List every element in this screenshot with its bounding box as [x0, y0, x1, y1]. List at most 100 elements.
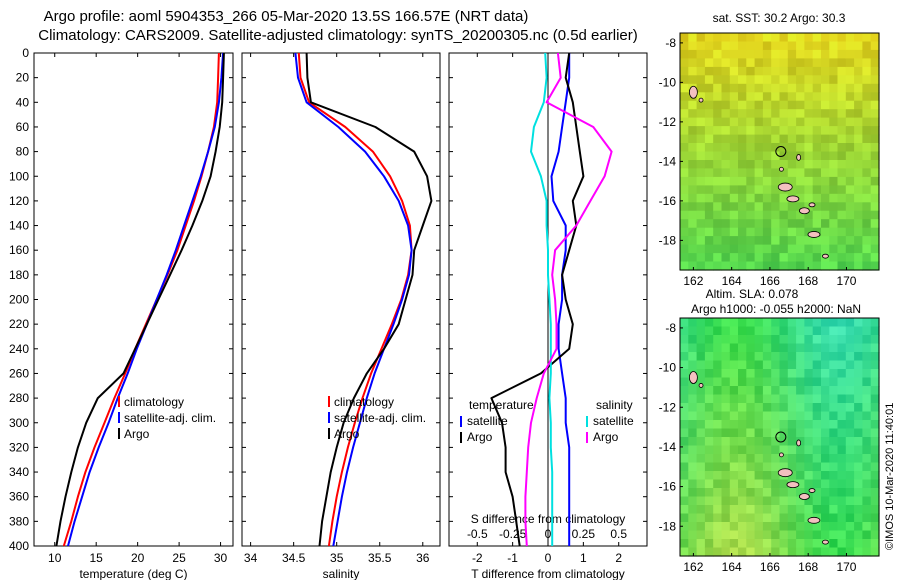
map-cell: [771, 530, 781, 540]
map-cell: [779, 134, 789, 144]
map-cell: [771, 202, 781, 212]
map-cell: [821, 75, 830, 85]
map-cell: [721, 326, 731, 336]
map-cell: [762, 335, 772, 345]
map-cell: [696, 428, 706, 438]
legend-swatch: [586, 416, 588, 427]
map-cell: [746, 343, 756, 353]
x-tick-label: 2: [615, 551, 622, 565]
map-cell: [870, 210, 880, 220]
map-cell: [779, 539, 789, 549]
map-cell: [729, 522, 739, 532]
map-cell: [845, 83, 855, 93]
map-cell: [738, 411, 747, 421]
map-cell: [696, 126, 706, 136]
map-cell: [796, 522, 805, 532]
map-cell: [713, 227, 723, 237]
map-cell: [821, 143, 830, 153]
map-cell: [862, 428, 872, 438]
map-cell: [829, 160, 839, 170]
map-cell: [754, 335, 764, 345]
map-cell: [729, 530, 739, 540]
lat-tick-label: -8: [665, 321, 676, 335]
map-cell: [704, 462, 714, 472]
map-cell: [771, 168, 781, 178]
map-cell: [854, 244, 863, 254]
map-cell: [804, 530, 814, 540]
map-cell: [680, 343, 689, 353]
map-cell: [688, 109, 698, 119]
map-cell: [746, 479, 756, 489]
map-cell: [837, 202, 847, 212]
map-cell: [762, 176, 772, 186]
map-cell: [704, 530, 714, 540]
map-cell: [721, 488, 731, 498]
map-cell: [729, 244, 739, 254]
map-cell: [688, 360, 698, 370]
map-cell: [696, 505, 706, 515]
map-cell: [862, 134, 872, 144]
map-cell: [821, 126, 830, 136]
map-cell: [845, 479, 855, 489]
map-cell: [688, 547, 698, 557]
map-cell: [837, 126, 847, 136]
map-cell: [796, 462, 805, 472]
map-cell: [862, 92, 872, 102]
map-cell: [771, 92, 781, 102]
map-cell: [812, 202, 822, 212]
map-cell: [713, 261, 723, 271]
map-cell: [862, 66, 872, 76]
legend-swatch: [586, 432, 588, 443]
map-cell: [862, 343, 872, 353]
map-cell: [854, 41, 863, 51]
map-cell: [746, 539, 756, 549]
map-cell: [870, 244, 880, 254]
map-cell: [729, 49, 739, 59]
map-cell: [796, 318, 805, 328]
map-cell: [746, 496, 756, 506]
map-cell: [746, 41, 756, 51]
legend-swatch: [118, 396, 120, 407]
map-cell: [870, 488, 880, 498]
map-cell: [845, 386, 855, 396]
map-cell: [829, 462, 839, 472]
map-cell: [754, 369, 764, 379]
lat-tick-label: -14: [659, 440, 677, 454]
map-cell: [837, 185, 847, 195]
map-cell: [829, 202, 839, 212]
map-cell: [746, 143, 756, 153]
map-cell: [696, 369, 706, 379]
map-cell: [870, 236, 880, 246]
map-cell: [746, 176, 756, 186]
map-cell: [688, 117, 698, 127]
map-cell: [754, 75, 764, 85]
map-cell: [721, 547, 731, 557]
map-cell: [812, 92, 822, 102]
map-cell: [870, 513, 880, 523]
map-cell: [754, 386, 764, 396]
legend-swatch: [460, 432, 462, 443]
map-cell: [821, 352, 830, 362]
map-cell: [713, 143, 723, 153]
map-cell: [738, 219, 747, 229]
map-cell: [829, 261, 839, 271]
map-cell: [754, 33, 764, 43]
map-cell: [829, 176, 839, 186]
map-cell: [812, 33, 822, 43]
map-cell: [796, 33, 805, 43]
map-cell: [729, 134, 739, 144]
map-cell: [821, 193, 830, 203]
map-cell: [771, 185, 781, 195]
map-cell: [729, 92, 739, 102]
legend-label: Argo: [467, 430, 493, 444]
map-cell: [829, 360, 839, 370]
map-cell: [787, 100, 797, 110]
map-cell: [821, 49, 830, 59]
map-cell: [729, 261, 739, 271]
map-cell: [854, 168, 863, 178]
map-frame: [679, 317, 880, 557]
map-cell: [821, 547, 830, 557]
map-cell: [870, 100, 880, 110]
map-cell: [821, 236, 830, 246]
map-cell: [771, 547, 781, 557]
